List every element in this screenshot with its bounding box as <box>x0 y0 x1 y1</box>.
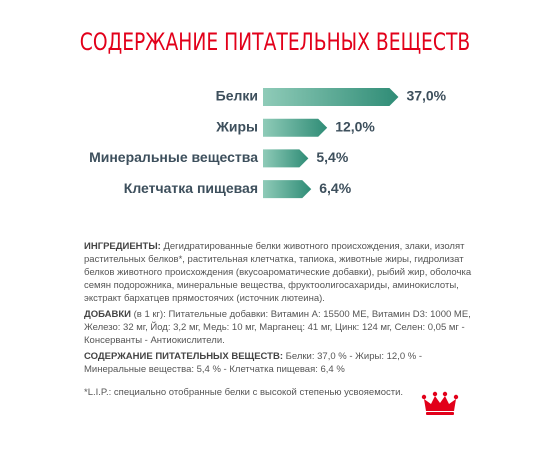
nutrients-text: Белки: 37,0 % - Жиры: 12,0 % - Минеральн… <box>84 351 422 375</box>
value-label: 37,0% <box>406 88 446 104</box>
category-label: Клетчатка пищевая <box>124 180 258 196</box>
additives-label: ДОБАВКИ <box>84 309 131 320</box>
bar <box>263 149 309 168</box>
chart-title: СОДЕРЖАНИЕ ПИТАТЕЛЬНЫХ ВЕЩЕСТВ <box>80 29 470 57</box>
bar <box>263 88 399 106</box>
value-label: 5,4% <box>316 149 348 165</box>
logo <box>421 391 459 415</box>
ingredients-text: Дегидратированные белки животного происх… <box>84 241 472 304</box>
ingredients-label: ИНГРЕДИЕНТЫ: <box>84 241 161 252</box>
footnote: *L.I.P.: специально отобранные белки с в… <box>84 387 404 398</box>
value-label: 6,4% <box>319 180 351 196</box>
ingredients: ИНГРЕДИЕНТЫ: Дегидратированные белки жив… <box>84 240 476 305</box>
category-label: Белки <box>216 88 258 104</box>
value-label: 12,0% <box>335 118 375 134</box>
bar <box>263 118 328 137</box>
category-label: Жиры <box>215 118 258 134</box>
category-label: Минеральные вещества <box>89 149 258 165</box>
nutrients: СОДЕРЖАНИЕ ПИТАТЕЛЬНЫХ ВЕЩЕСТВ: Белки: 3… <box>84 350 476 376</box>
additives: ДОБАВКИ (в 1 кг): Питательные добавки: В… <box>84 308 476 347</box>
nutrients-label: СОДЕРЖАНИЕ ПИТАТЕЛЬНЫХ ВЕЩЕСТВ: <box>84 351 283 362</box>
bar <box>263 180 312 199</box>
additives-text: (в 1 кг): Питательные добавки: Витамин А… <box>84 309 471 346</box>
